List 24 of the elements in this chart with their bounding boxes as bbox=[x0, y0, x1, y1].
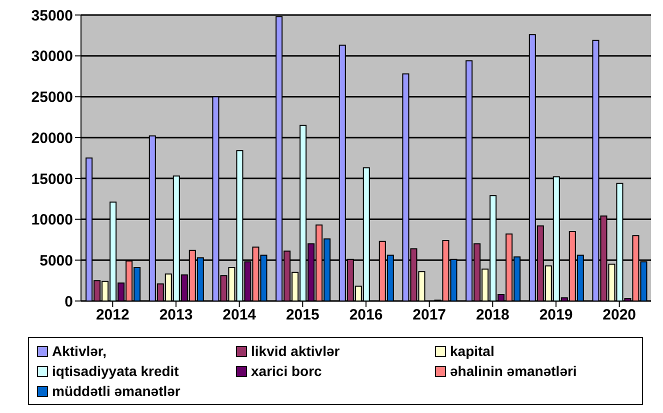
x-tick-label: 2020 bbox=[602, 306, 636, 324]
x-tick-label: 2016 bbox=[349, 306, 383, 324]
y-tick-label: 5000 bbox=[40, 252, 73, 270]
legend-label: Aktivlər, bbox=[52, 342, 106, 361]
x-tick-label: 2013 bbox=[159, 306, 193, 324]
legend-label: iqtisadiyyata kredit bbox=[52, 362, 179, 381]
legend-label: əhalinin əmanətləri bbox=[450, 362, 577, 381]
y-tick-label: 10000 bbox=[31, 212, 73, 229]
y-tick-label: 0 bbox=[64, 293, 73, 310]
y-tick-label: 15000 bbox=[31, 170, 73, 188]
x-tick-label: 2012 bbox=[96, 306, 130, 324]
x-tick-label: 2017 bbox=[412, 306, 446, 324]
legend-label: kapital bbox=[450, 342, 494, 361]
legend-label: likvid aktivlər bbox=[251, 342, 340, 361]
legend-label: müddətli əmanətlər bbox=[52, 382, 180, 401]
x-tick-label: 2015 bbox=[286, 306, 320, 324]
y-tick-label: 20000 bbox=[31, 130, 73, 147]
legend-label: xarici borc bbox=[251, 362, 322, 381]
y-tick-label: 25000 bbox=[31, 89, 73, 106]
y-tick-label: 35000 bbox=[31, 7, 73, 24]
y-tick-label: 30000 bbox=[31, 48, 73, 66]
x-tick-label: 2019 bbox=[539, 306, 573, 324]
x-tick-label: 2018 bbox=[476, 306, 510, 324]
x-tick-label: 2014 bbox=[222, 306, 257, 324]
